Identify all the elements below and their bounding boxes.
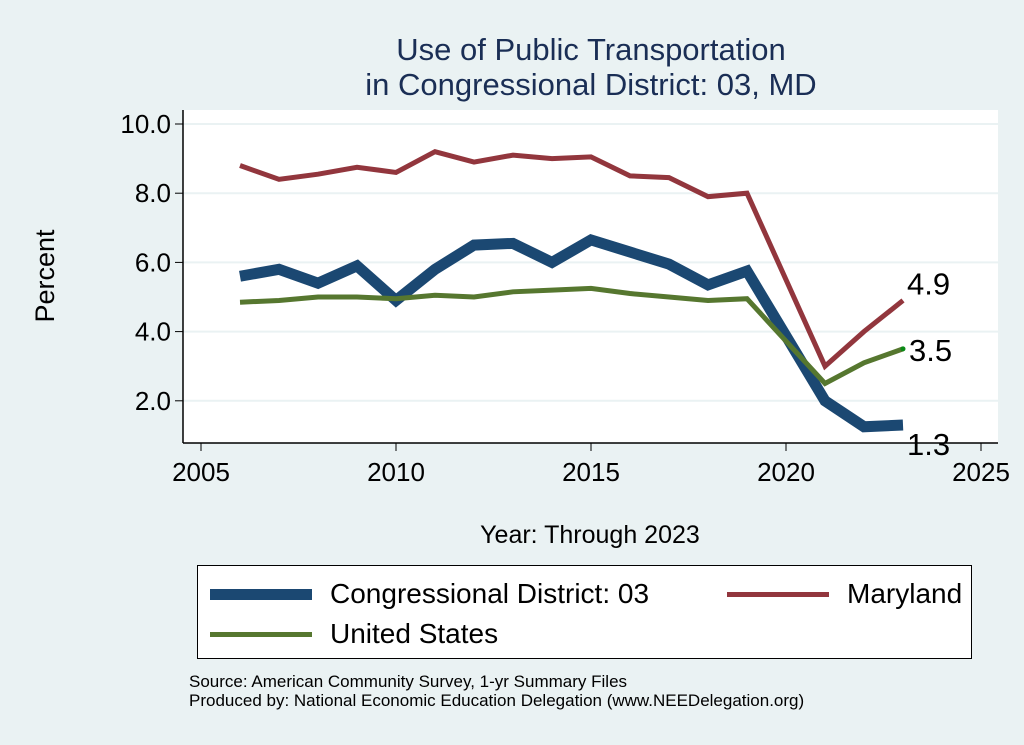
legend-label-united-states: United States: [330, 618, 499, 649]
series-line-district: [239, 233, 904, 433]
y-tick-label: 4.0: [135, 317, 171, 347]
y-axis-label: Percent: [30, 229, 60, 323]
legend-item-united-states: United States: [210, 618, 498, 650]
end-label-district: 1.3: [907, 427, 950, 462]
legend-swatch-maryland: [727, 591, 829, 597]
legend-label-district: Congressional District: 03: [330, 578, 650, 609]
y-tick-label: 8.0: [135, 178, 171, 208]
end-label-united-states: 3.5: [909, 333, 952, 368]
y-tick-label: 6.0: [135, 247, 171, 277]
chart-title-line-1: Use of Public Transportation: [396, 32, 786, 67]
producer-note: Produced by: National Economic Education…: [189, 691, 805, 710]
series-line-united-states: [239, 285, 904, 387]
plot-area: [183, 110, 998, 443]
x-tick-label: 2005: [172, 457, 230, 487]
legend-swatch-district: [210, 588, 312, 600]
x-axis-label: Year: Through 2023: [480, 521, 700, 549]
x-tick-label: 2015: [562, 457, 620, 487]
series-line-maryland: [239, 149, 905, 371]
y-tick-label: 2.0: [135, 386, 171, 416]
legend: Congressional District: 03 Maryland Unit…: [197, 565, 972, 659]
legend-item-district: Congressional District: 03: [210, 578, 649, 610]
end-label-maryland: 4.9: [907, 266, 950, 301]
chart-title-line-2: in Congressional District: 03, MD: [365, 67, 817, 102]
y-tick-label: 10.0: [120, 109, 171, 139]
x-tick-label: 2010: [367, 457, 425, 487]
legend-label-maryland: Maryland: [847, 578, 963, 609]
end-marker-united-states: [900, 346, 906, 352]
legend-item-maryland: Maryland: [727, 578, 962, 610]
x-tick-label: 2020: [757, 457, 815, 487]
x-tick-label: 2025: [952, 457, 1010, 487]
source-note: Source: American Community Survey, 1-yr …: [189, 672, 628, 691]
legend-swatch-united-states: [210, 631, 312, 637]
